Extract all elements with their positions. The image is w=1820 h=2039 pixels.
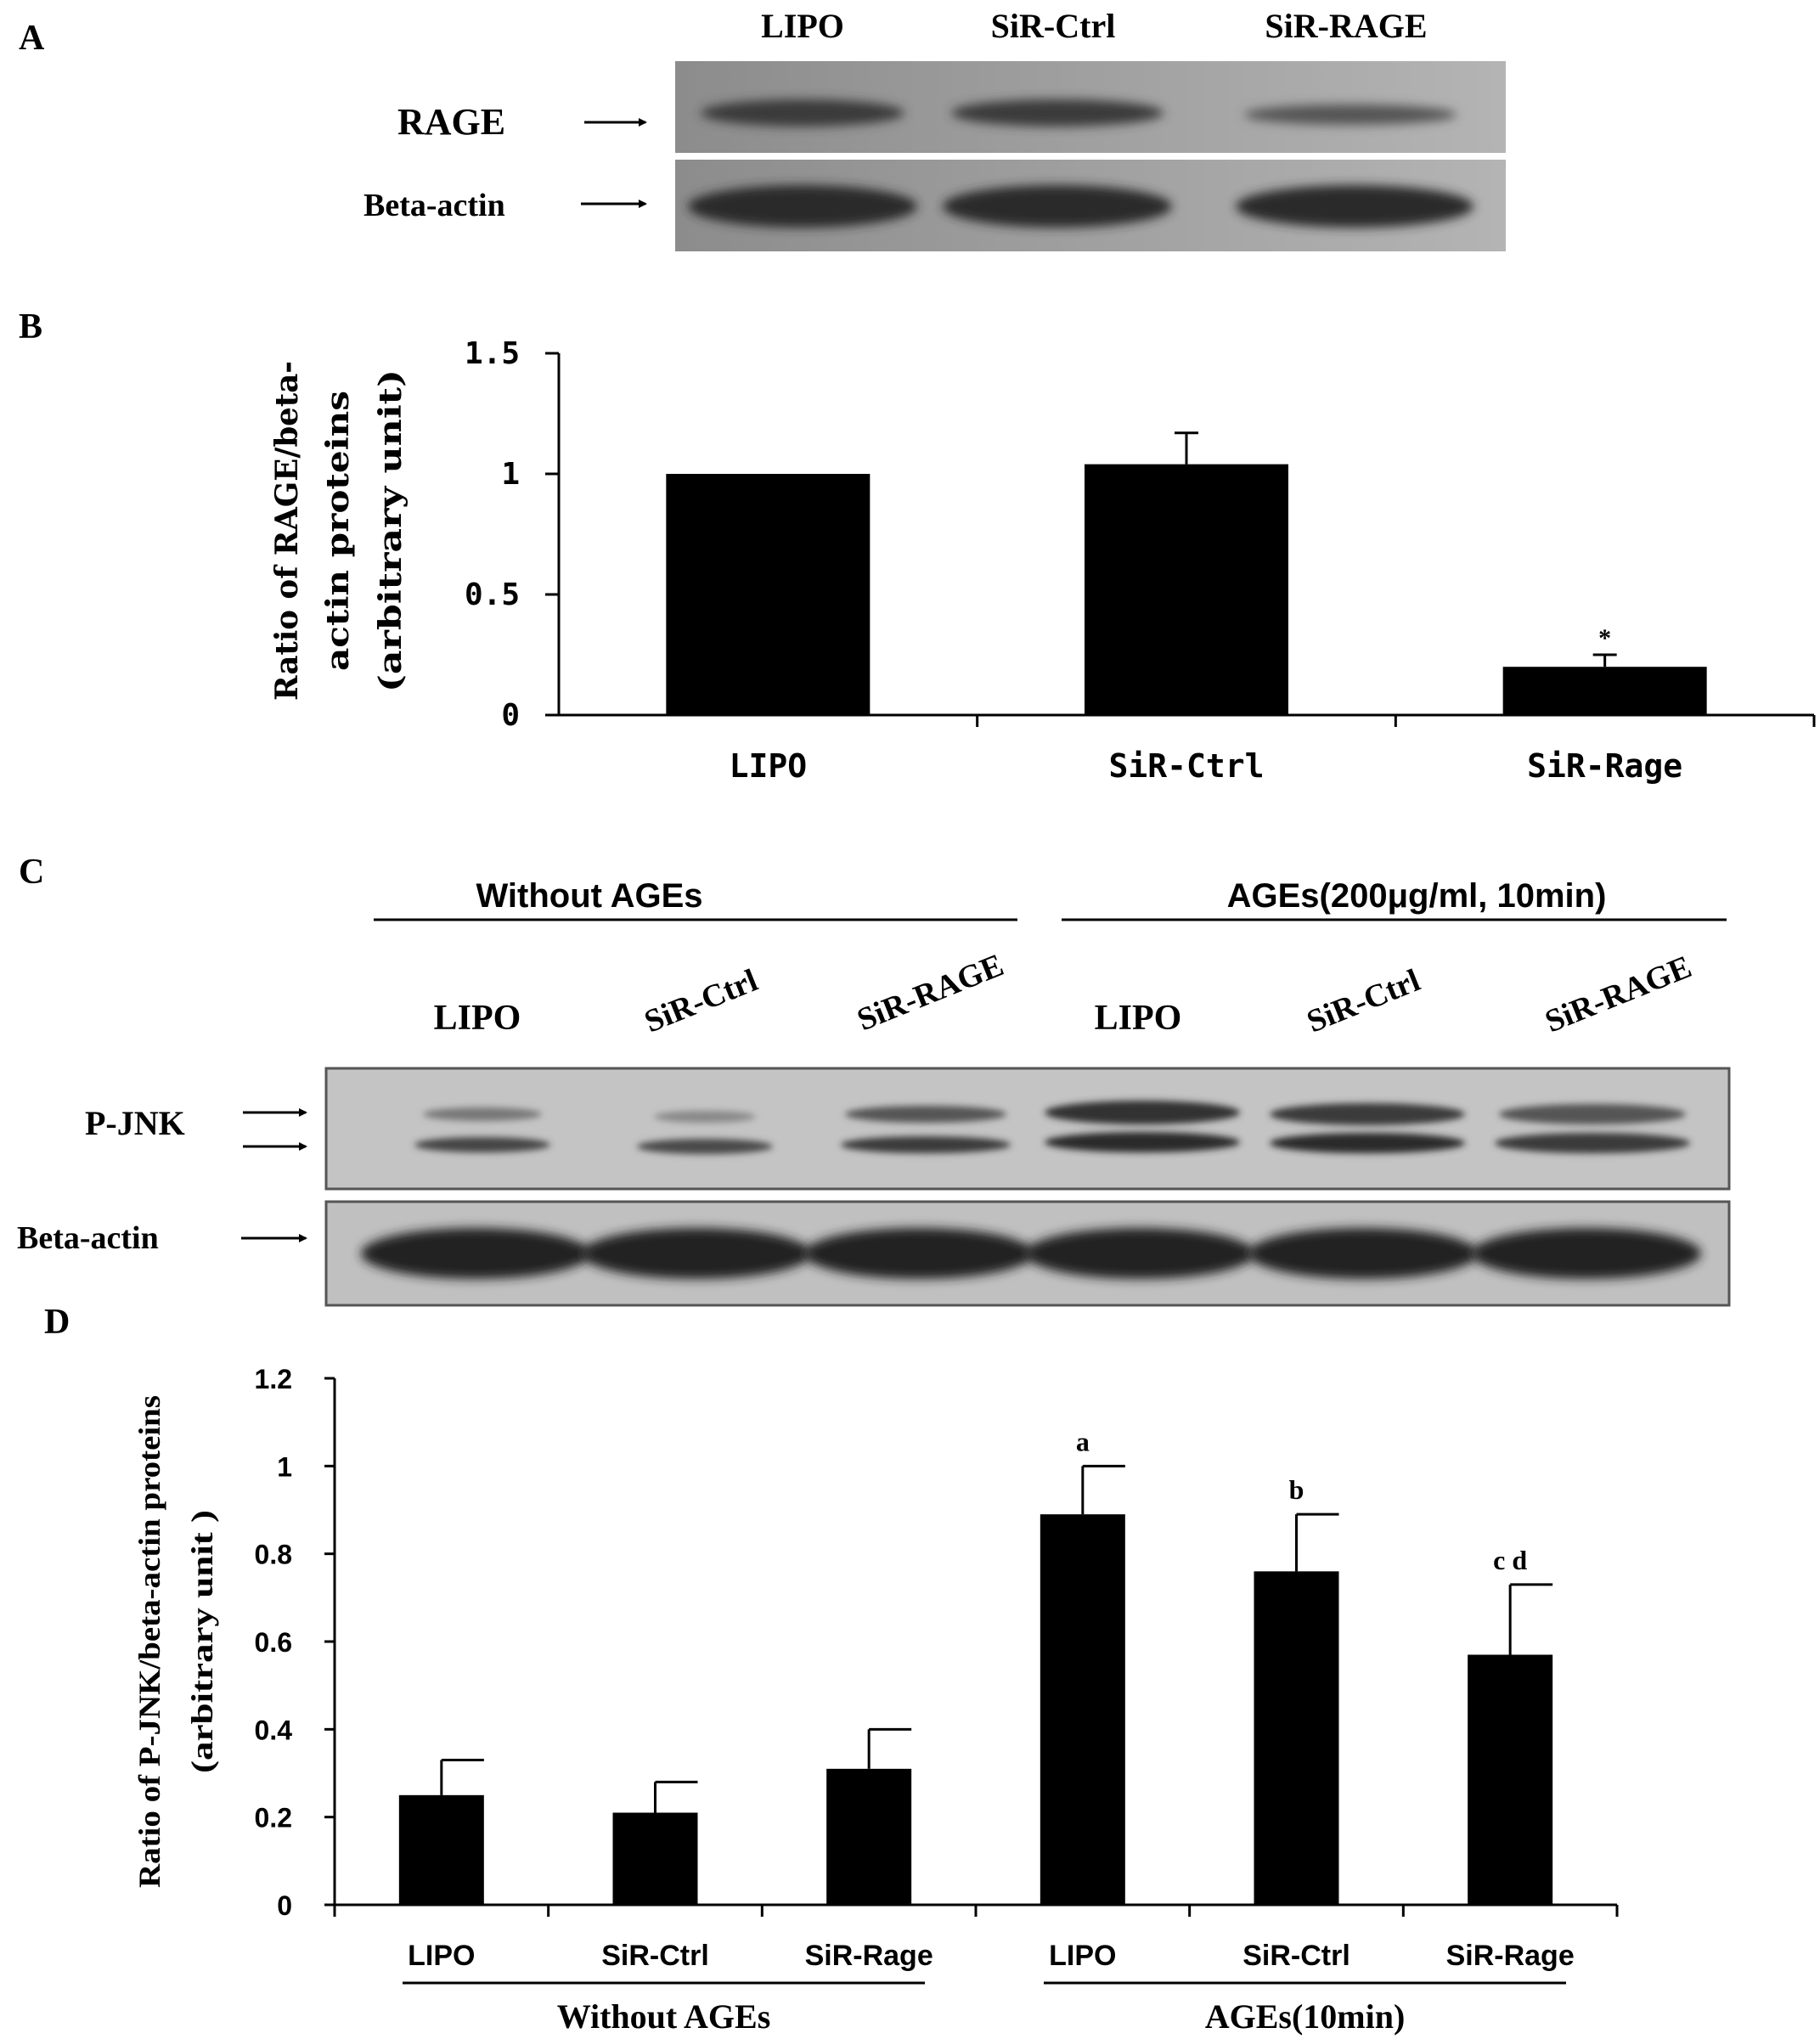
significance-label: a [1076,1426,1090,1456]
blot-lane-label: LIPO [1095,999,1182,1038]
x-tick-label: SiR-Rage [1446,1940,1575,1972]
bar [826,1768,912,1905]
bar-chart-rage-ratio: 0 0.5 1 1.5 LIPO SiR-Ctrl * SiR-Rage Ratio of RA… [269,336,1816,785]
bar [1040,1514,1125,1905]
western-blot-image-c-p-jnk [324,1067,1731,1191]
y-tick-label: 0.5 [465,577,520,612]
blot-lane-label: SiR-RAGE [852,947,1008,1038]
significance-label: * [1598,624,1611,652]
x-tick-label: SiR-Ctrl [601,1940,709,1972]
x-tick-label: SiR-Ctrl [1108,747,1264,785]
blot-lane-label: SiR-RAGE [1540,949,1696,1039]
y-tick-label: 0 [277,1890,292,1921]
y-tick-label: 1.2 [255,1364,292,1394]
panel-b: B 0 0.5 1 1.5 LIPO SiR-Ctrl * SiR-Rage Ratio of … [19,307,1816,785]
significance-label: b [1289,1474,1304,1505]
panel-d-letter: D [44,1303,70,1342]
blot-lane-label: SiR-Ctrl [640,962,763,1039]
x-tick-label: LIPO [408,1940,475,1972]
y-tick-label: 0.8 [255,1540,292,1570]
panel-c-letter: C [19,853,44,892]
y-axis-title-line: Ratio of P-JNK/beta-actin proteins [132,1395,166,1888]
x-tick-label: LIPO [730,747,808,785]
western-blot-image-a-rage [675,61,1506,153]
bar [1085,464,1288,715]
bar [1468,1654,1553,1905]
bar [612,1812,698,1905]
blot-row-label-beta-actin: Beta-actin [17,1220,159,1256]
western-blot-image-a-beta-actin [675,160,1506,251]
blot-group-label: AGEs(200μg/ml, 10min) [1227,877,1607,915]
x-tick-label: LIPO [1049,1940,1116,1972]
y-tick-label: 1.5 [465,336,520,371]
x-group-label: AGEs(10min) [1205,1997,1406,2036]
bar [666,474,871,715]
panel-b-letter: B [19,307,42,346]
y-axis-title-line: Ratio of RAGE/beta- [269,361,305,701]
blot-group-label: Without AGEs [476,877,702,915]
bar [398,1794,484,1905]
y-axis-title-line: (arbitrary unit) [373,369,409,692]
panel-d: D 0 0.2 0.4 0.6 0.8 1 1.2 LIPO SiR-Ctrl SiR-Rage a… [44,1303,1619,2036]
blot-row-label-p-jnk: P-JNK [85,1104,185,1142]
panel-a-lane-label: LIPO [761,7,844,45]
y-tick-label: 1 [501,457,520,492]
blot-row-label-rage: RAGE [397,101,505,143]
bar [1502,667,1707,715]
blot-lane-label: SiR-Ctrl [1302,962,1425,1039]
y-tick-label: 0 [501,698,520,733]
western-blot-image-c-beta-actin [324,1200,1731,1307]
y-tick-label: 1 [277,1451,292,1482]
panel-a-letter: A [19,19,45,58]
significance-label: c d [1493,1545,1527,1575]
bar [1254,1571,1339,1905]
y-tick-label: 0.4 [255,1715,293,1745]
panel-a: A LIPO SiR-Ctrl SiR-RAGE RAGE Beta-actin [19,7,1506,251]
panel-a-lane-label: SiR-Ctrl [991,7,1116,45]
x-group-label: Without AGEs [557,1997,771,2036]
y-axis-title-line: actin proteins [320,391,356,671]
y-axis-title-line: (arbitrary unit ) [185,1510,219,1773]
blot-row-label-beta-actin: Beta-actin [363,188,505,223]
y-tick-label: 0.2 [255,1803,292,1833]
panel-a-lane-label: SiR-RAGE [1265,7,1427,45]
panel-c: C Without AGEs AGEs(200μg/ml, 10min) LIP… [17,853,1731,1307]
bar-chart-p-jnk-ratio: 0 0.2 0.4 0.6 0.8 1 1.2 LIPO SiR-Ctrl SiR-Rage a LI… [132,1364,1619,2036]
blot-lane-label: LIPO [434,999,521,1038]
x-tick-label: SiR-Rage [805,1940,933,1972]
x-tick-label: SiR-Rage [1527,747,1682,785]
x-tick-label: SiR-Ctrl [1242,1940,1350,1972]
y-tick-label: 0.6 [255,1627,292,1658]
